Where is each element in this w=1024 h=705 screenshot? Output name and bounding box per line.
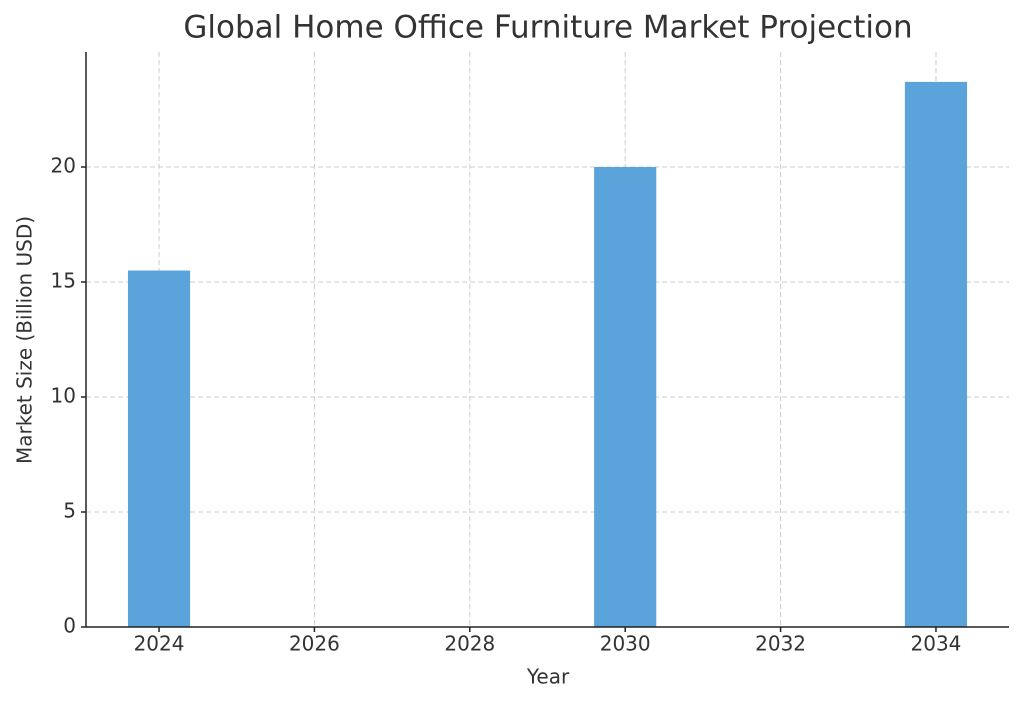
x-tick-label: 2030 <box>600 632 651 656</box>
x-axis-label: Year <box>526 665 570 689</box>
y-tick-label: 10 <box>51 384 76 408</box>
y-tick-label: 20 <box>51 154 76 178</box>
y-tick-label: 5 <box>63 499 76 523</box>
x-tick-label: 2026 <box>289 632 340 656</box>
y-axis-label: Market Size (Billion USD) <box>13 216 37 464</box>
x-tick-label: 2024 <box>134 632 185 656</box>
bar <box>594 167 657 627</box>
bar <box>127 270 191 627</box>
x-tick-label: 2028 <box>444 632 495 656</box>
bar <box>904 81 968 627</box>
y-tick-label: 0 <box>63 614 76 638</box>
x-tick-label: 2034 <box>911 632 962 656</box>
y-tick-label: 15 <box>51 269 76 293</box>
chart-title: Global Home Office Furniture Market Proj… <box>183 10 912 46</box>
x-tick-label: 2032 <box>755 632 806 656</box>
